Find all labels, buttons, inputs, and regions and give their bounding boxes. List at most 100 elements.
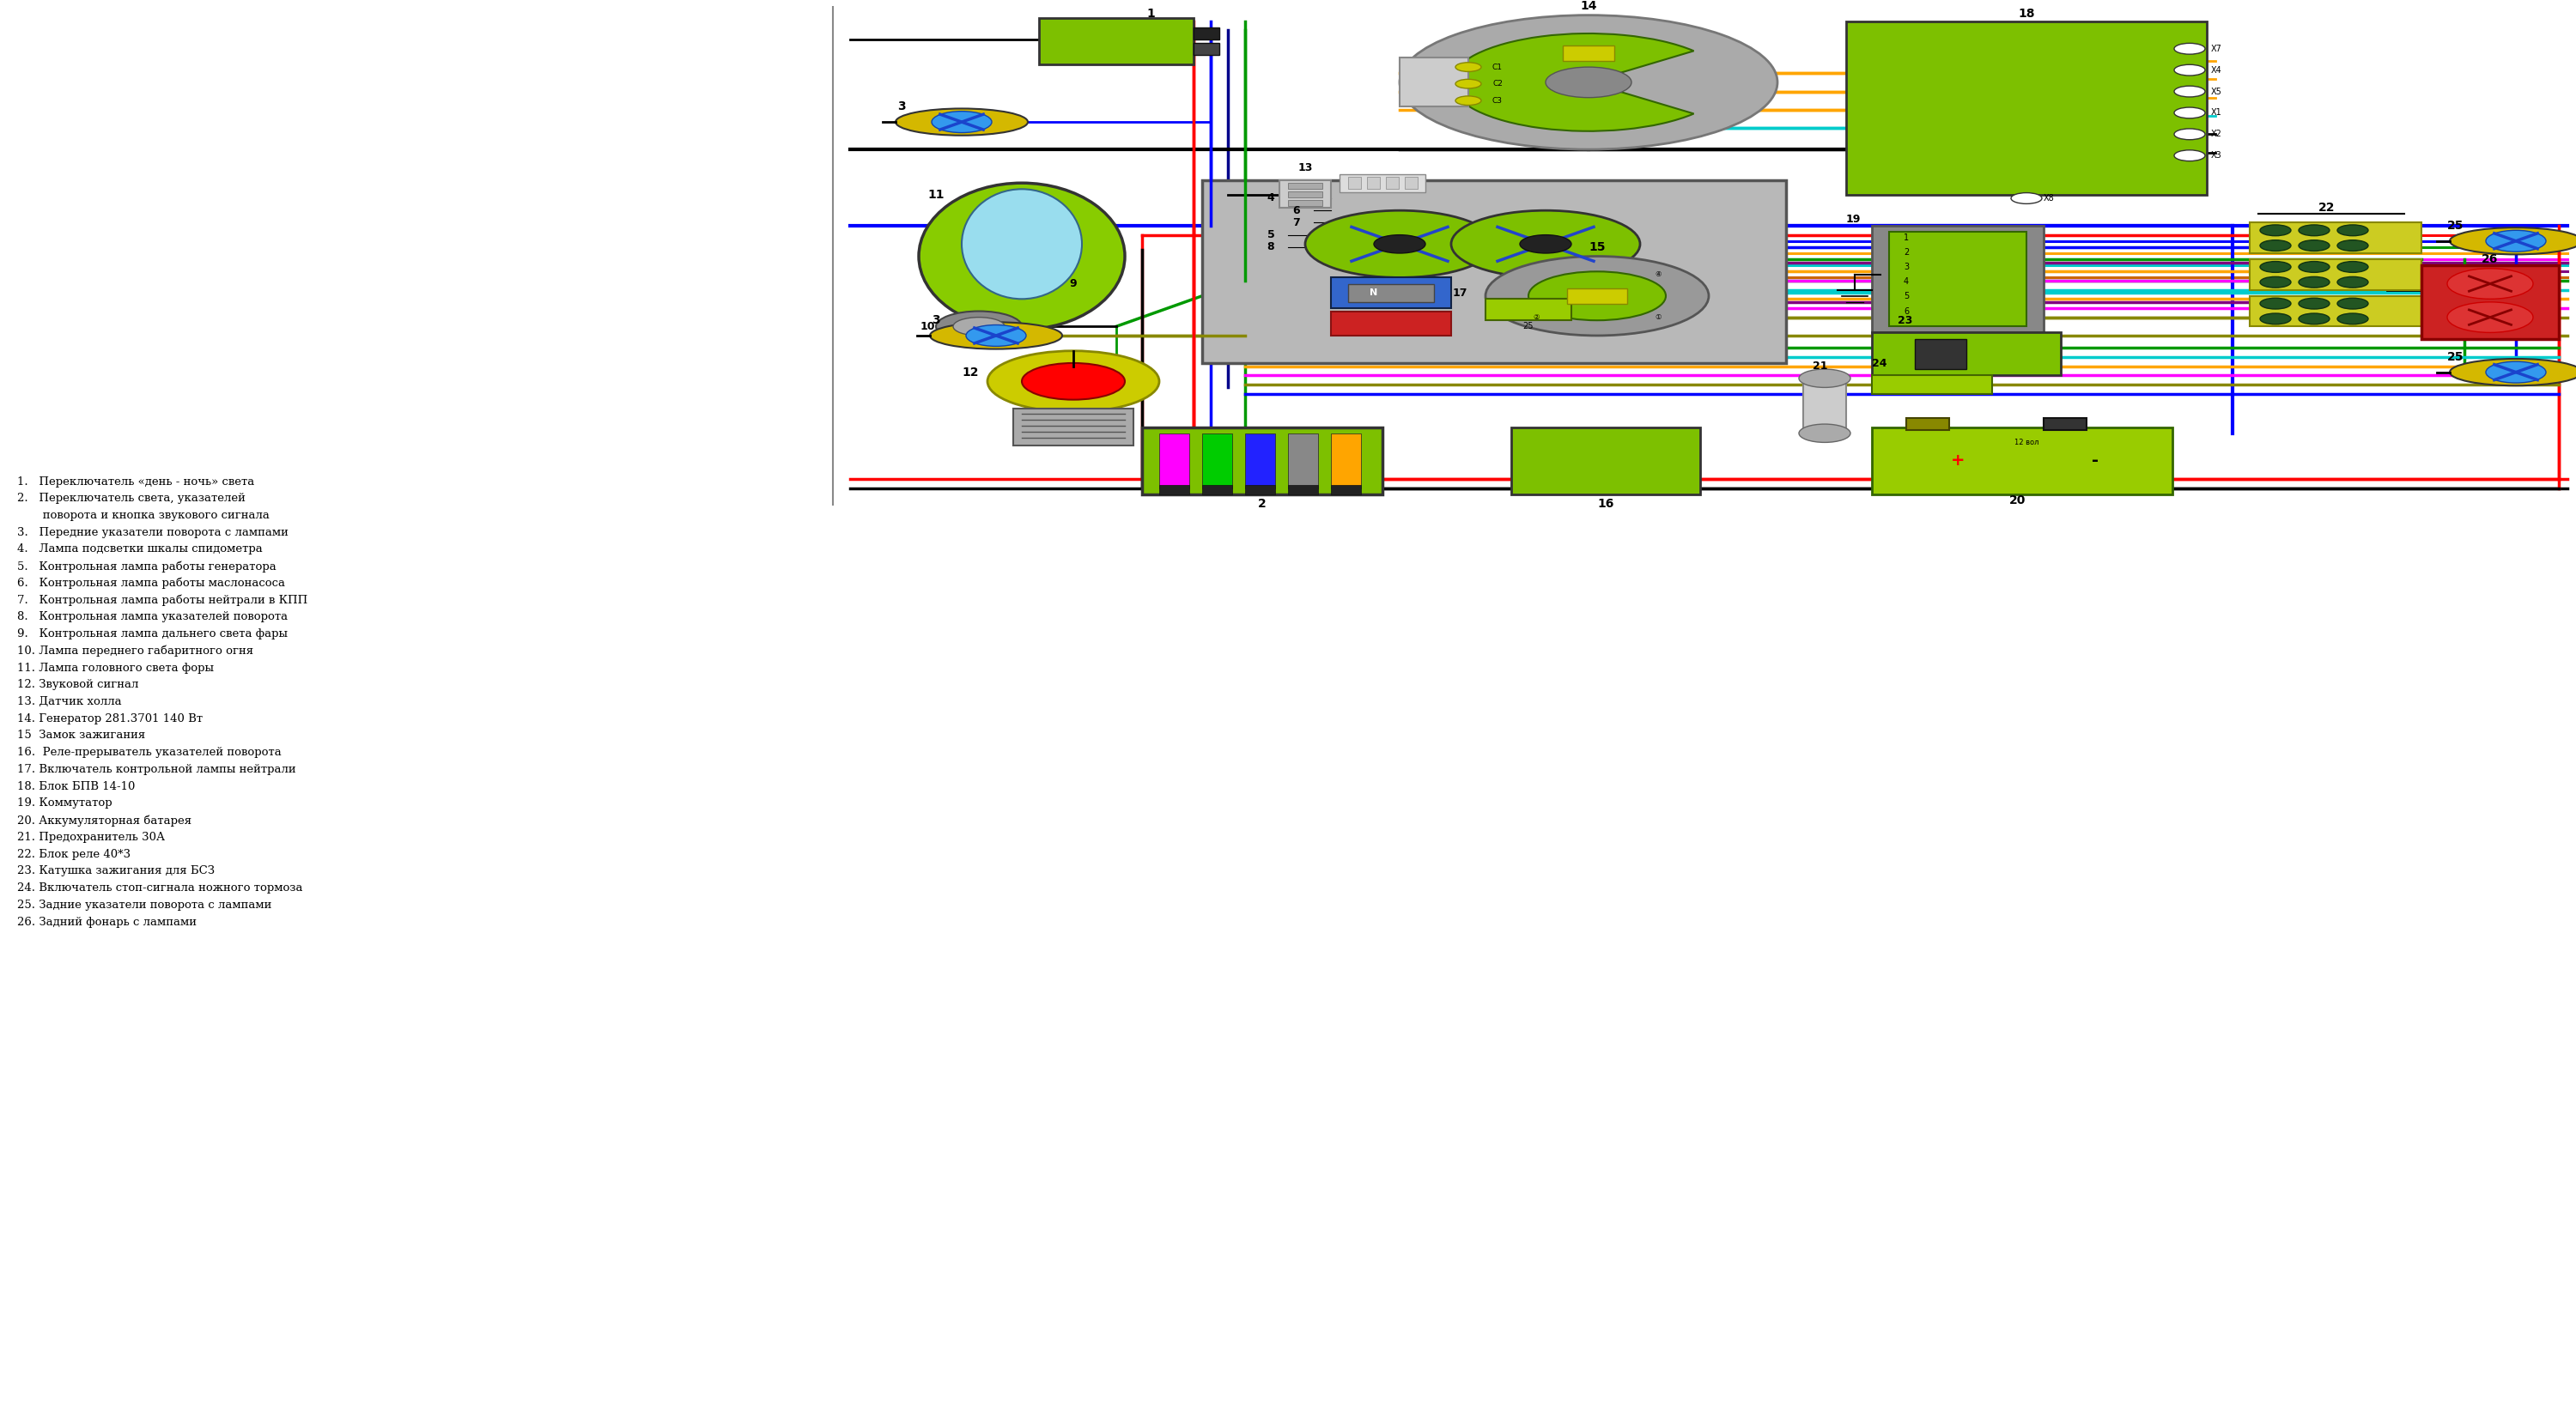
FancyBboxPatch shape: [1803, 378, 1847, 433]
Text: X1: X1: [2210, 108, 2223, 117]
Circle shape: [1528, 271, 1667, 321]
Text: 24: 24: [1873, 359, 1886, 370]
Wedge shape: [1450, 34, 1695, 131]
Circle shape: [1546, 67, 1631, 97]
Text: 16: 16: [1597, 498, 1615, 509]
FancyBboxPatch shape: [1012, 409, 1133, 446]
Circle shape: [2336, 262, 2367, 273]
Text: 3: 3: [1904, 263, 1909, 271]
FancyBboxPatch shape: [1564, 45, 1615, 60]
FancyBboxPatch shape: [1332, 433, 1360, 488]
Text: 19. Коммутатор: 19. Коммутатор: [18, 797, 113, 808]
Circle shape: [2336, 240, 2367, 252]
FancyBboxPatch shape: [1203, 180, 1785, 363]
Text: 13. Датчик холла: 13. Датчик холла: [18, 696, 121, 707]
Circle shape: [2336, 277, 2367, 288]
Text: C1: C1: [1492, 63, 1502, 70]
Text: 3.   Передние указатели поворота с лампами: 3. Передние указатели поворота с лампами: [18, 527, 289, 538]
FancyBboxPatch shape: [1873, 333, 2061, 375]
FancyBboxPatch shape: [1512, 427, 1700, 495]
Text: 25. Задние указатели поворота с лампами: 25. Задние указатели поворота с лампами: [18, 900, 270, 911]
Text: X7: X7: [2210, 45, 2223, 53]
Text: поворота и кнопка звукового сигнала: поворота и кнопка звукового сигнала: [18, 510, 270, 522]
Text: ②: ②: [1533, 314, 1540, 322]
Circle shape: [2259, 240, 2290, 252]
Text: 1: 1: [1146, 7, 1154, 20]
Circle shape: [1455, 79, 1481, 89]
FancyBboxPatch shape: [2421, 266, 2558, 339]
Circle shape: [2174, 129, 2205, 139]
FancyBboxPatch shape: [2249, 259, 2421, 290]
FancyBboxPatch shape: [1332, 311, 1450, 336]
Circle shape: [1306, 211, 1494, 277]
Text: X4: X4: [2210, 66, 2223, 75]
Text: 9.   Контрольная лампа дальнего света фары: 9. Контрольная лампа дальнего света фары: [18, 628, 289, 640]
Text: 14: 14: [1579, 0, 1597, 13]
Circle shape: [2259, 225, 2290, 236]
Circle shape: [2336, 314, 2367, 325]
Text: 6: 6: [1293, 205, 1301, 217]
Text: 21: 21: [1814, 360, 1829, 371]
Text: 17: 17: [1453, 287, 1468, 298]
FancyBboxPatch shape: [1368, 177, 1381, 190]
Circle shape: [2174, 150, 2205, 162]
FancyBboxPatch shape: [1193, 42, 1218, 55]
Circle shape: [2174, 65, 2205, 76]
Circle shape: [2336, 298, 2367, 309]
Text: 8: 8: [1267, 242, 1275, 253]
FancyBboxPatch shape: [1404, 177, 1417, 190]
Text: 26: 26: [2481, 253, 2499, 266]
Circle shape: [2298, 314, 2329, 325]
Circle shape: [935, 311, 1023, 342]
Text: 12. Звуковой сигнал: 12. Звуковой сигнал: [18, 679, 139, 690]
Circle shape: [987, 352, 1159, 412]
FancyBboxPatch shape: [2249, 222, 2421, 253]
Text: N: N: [1370, 288, 1378, 297]
Text: 14. Генератор 281.3701 140 Вт: 14. Генератор 281.3701 140 Вт: [18, 713, 204, 724]
Circle shape: [953, 318, 1005, 336]
Circle shape: [1023, 363, 1126, 399]
Text: 10: 10: [920, 321, 935, 332]
Text: 15  Замок зажигания: 15 Замок зажигания: [18, 730, 144, 741]
Circle shape: [1450, 211, 1641, 277]
Text: 2: 2: [1257, 498, 1267, 509]
FancyBboxPatch shape: [1347, 177, 1360, 190]
Text: 16.  Реле-прерыватель указателей поворота: 16. Реле-прерыватель указателей поворота: [18, 747, 281, 758]
Text: 23. Катушка зажигания для БСЗ: 23. Катушка зажигания для БСЗ: [18, 866, 214, 877]
Text: 19: 19: [1847, 214, 1860, 225]
Text: 23: 23: [1899, 315, 1911, 326]
Ellipse shape: [2450, 228, 2576, 254]
Text: 1: 1: [1904, 233, 1909, 242]
Circle shape: [1486, 256, 1708, 336]
Ellipse shape: [896, 108, 1028, 135]
Text: 22. Блок реле 40*3: 22. Блок реле 40*3: [18, 849, 131, 859]
Circle shape: [1399, 15, 1777, 149]
Circle shape: [2298, 277, 2329, 288]
FancyBboxPatch shape: [1873, 427, 2172, 495]
Text: -: -: [2092, 453, 2099, 468]
Text: 4: 4: [1904, 277, 1909, 287]
Circle shape: [2259, 277, 2290, 288]
Circle shape: [2447, 269, 2532, 299]
FancyBboxPatch shape: [1288, 200, 1321, 207]
Text: 24. Включатель стоп-сигнала ножного тормоза: 24. Включатель стоп-сигнала ножного торм…: [18, 883, 304, 894]
Text: 26. Задний фонарь с лампами: 26. Задний фонарь с лампами: [18, 917, 196, 928]
FancyBboxPatch shape: [1244, 433, 1275, 488]
Text: 12 вол: 12 вол: [2014, 439, 2038, 446]
Ellipse shape: [920, 183, 1126, 329]
Text: 8.   Контрольная лампа указателей поворота: 8. Контрольная лампа указателей поворота: [18, 612, 289, 623]
Circle shape: [2174, 44, 2205, 55]
FancyBboxPatch shape: [1566, 288, 1628, 304]
Text: 21. Предохранитель 30А: 21. Предохранитель 30А: [18, 831, 165, 842]
Circle shape: [1455, 96, 1481, 105]
Circle shape: [1520, 235, 1571, 253]
Text: ①: ①: [1654, 314, 1662, 322]
FancyBboxPatch shape: [1288, 433, 1319, 488]
FancyBboxPatch shape: [1193, 27, 1218, 39]
Ellipse shape: [2450, 359, 2576, 385]
FancyBboxPatch shape: [1914, 339, 1965, 370]
Text: 15: 15: [1589, 240, 1605, 253]
Circle shape: [1798, 370, 1850, 388]
FancyBboxPatch shape: [1288, 191, 1321, 198]
Text: X5: X5: [2210, 87, 2223, 96]
